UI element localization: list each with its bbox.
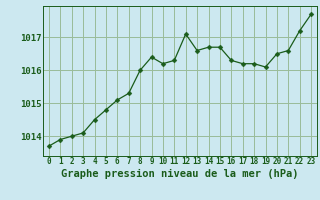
X-axis label: Graphe pression niveau de la mer (hPa): Graphe pression niveau de la mer (hPa) — [61, 169, 299, 179]
